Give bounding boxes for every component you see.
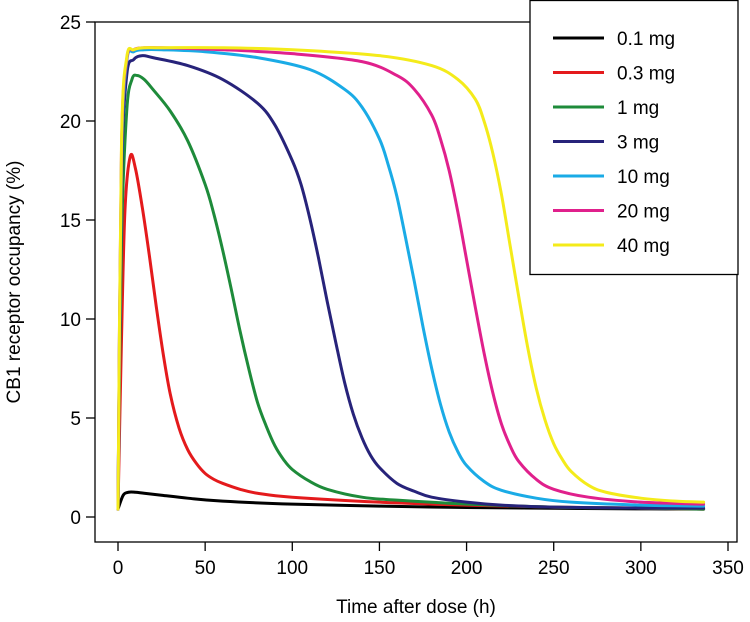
legend-box (529, 0, 739, 276)
series-line-10-mg (116, 47, 706, 511)
y-tick-label: 25 (60, 13, 81, 34)
x-axis-label: Time after dose (h) (336, 597, 496, 618)
x-tick-label: 200 (451, 558, 483, 579)
y-axis: 0 5 10 15 20 25 (60, 13, 95, 529)
legend-label: 10 mg (617, 167, 670, 188)
y-tick-label: 10 (60, 310, 81, 331)
series-line-0-3-mg (116, 152, 706, 511)
x-tick-label: 0 (113, 558, 124, 579)
series-lines (116, 45, 706, 511)
series-line-40-mg (116, 46, 706, 511)
x-axis: 0 50 100 150 200 250 300 350 (113, 542, 744, 579)
legend-label: 20 mg (617, 202, 670, 223)
plot-area (94, 21, 738, 543)
x-tick-label: 150 (364, 558, 396, 579)
legend-label: 0.3 mg (617, 64, 675, 85)
x-tick-label: 50 (195, 558, 216, 579)
series-line-3-mg (116, 54, 706, 511)
y-axis-label: CB1 receptor occupancy (%) (4, 161, 25, 404)
y-tick-label: 0 (70, 508, 81, 529)
x-tick-label: 350 (712, 558, 744, 579)
y-tick-label: 20 (60, 112, 81, 133)
y-tick-label: 5 (70, 409, 81, 430)
legend-label: 40 mg (617, 236, 670, 257)
x-tick-label: 100 (276, 558, 308, 579)
series-line-1-mg (116, 73, 706, 511)
plot-frame (94, 21, 738, 543)
x-tick-label: 300 (625, 558, 657, 579)
legend-label: 0.1 mg (617, 29, 675, 50)
y-tick-label: 15 (60, 211, 81, 232)
x-tick-label: 250 (538, 558, 570, 579)
legend-label: 1 mg (617, 98, 659, 119)
legend-label: 3 mg (617, 133, 659, 154)
legend: 0.1 mg 0.3 mg 1 mg 3 mg 10 mg 20 mg 40 mg (529, 0, 739, 276)
